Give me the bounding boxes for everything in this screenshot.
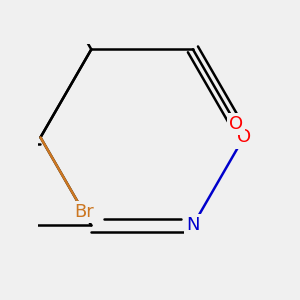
- Text: O: O: [237, 128, 251, 146]
- Text: Br: Br: [74, 203, 94, 221]
- Text: O: O: [229, 115, 243, 133]
- Text: N: N: [186, 216, 200, 234]
